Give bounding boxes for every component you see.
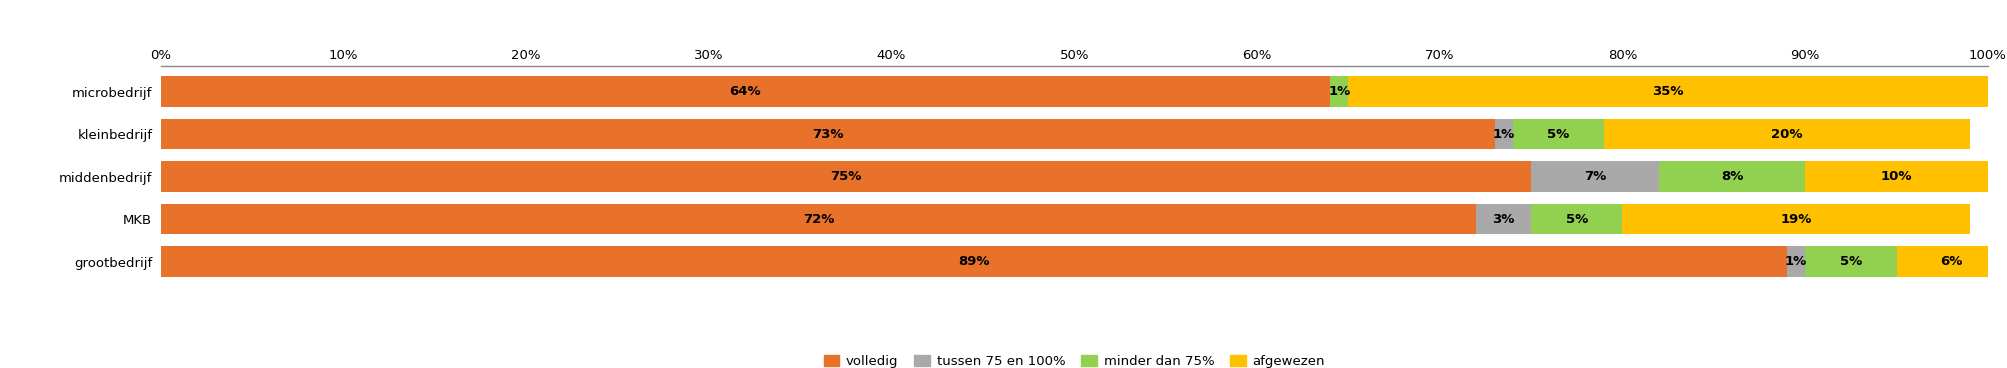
Text: 5%: 5% (1547, 128, 1569, 141)
Text: 1%: 1% (1784, 255, 1806, 268)
Bar (161, 204, 1475, 234)
Legend: volledig, tussen 75 en 100%, minder dan 75%, afgewezen: volledig, tussen 75 en 100%, minder dan … (819, 350, 1329, 368)
Text: 8%: 8% (1720, 170, 1742, 183)
Text: 1%: 1% (1491, 128, 1513, 141)
Bar (161, 246, 1786, 277)
Text: 19%: 19% (1780, 213, 1810, 226)
Bar (1531, 161, 1658, 192)
Bar (1658, 161, 1804, 192)
Text: 3%: 3% (1491, 213, 1513, 226)
Bar (1531, 204, 1622, 234)
Text: 5%: 5% (1838, 255, 1860, 268)
Text: 6%: 6% (1939, 255, 1961, 268)
Bar (161, 161, 1531, 192)
Text: 10%: 10% (1881, 170, 1911, 183)
Text: 5%: 5% (1565, 213, 1588, 226)
Bar (1329, 77, 1349, 107)
Text: 7%: 7% (1584, 170, 1606, 183)
Bar (161, 77, 1329, 107)
Bar (1493, 119, 1511, 149)
Bar (1786, 246, 1804, 277)
Text: 35%: 35% (1652, 85, 1684, 98)
Text: 64%: 64% (729, 85, 761, 98)
Text: 75%: 75% (829, 170, 861, 183)
Text: 1%: 1% (1327, 85, 1349, 98)
Bar (1511, 119, 1604, 149)
Bar (1349, 77, 1987, 107)
Text: 72%: 72% (803, 213, 833, 226)
Bar (1604, 119, 1969, 149)
Text: 73%: 73% (811, 128, 843, 141)
Text: 89%: 89% (957, 255, 989, 268)
Text: 20%: 20% (1770, 128, 1802, 141)
Bar (161, 119, 1493, 149)
Bar (1804, 161, 1987, 192)
Bar (1622, 204, 1969, 234)
Bar (1895, 246, 2005, 277)
Bar (1475, 204, 1529, 234)
Bar (1804, 246, 1895, 277)
